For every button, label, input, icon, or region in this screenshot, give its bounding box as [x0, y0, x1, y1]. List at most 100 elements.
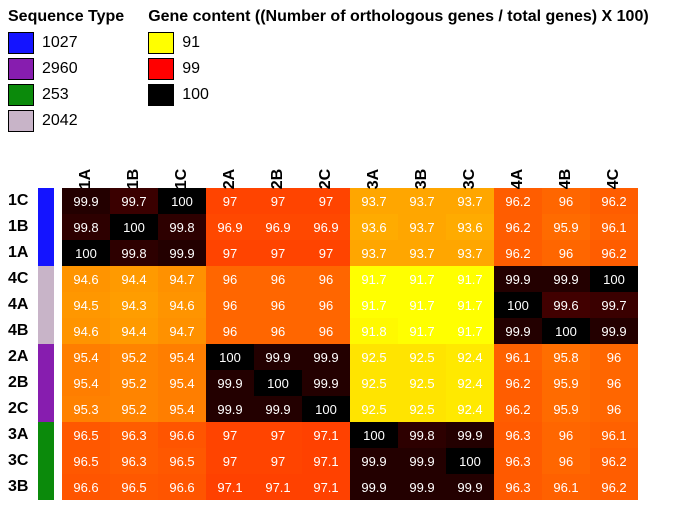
column-header: 2A: [206, 150, 254, 188]
heatmap-cell: 100: [494, 292, 542, 318]
heatmap-cell: 96.3: [494, 422, 542, 448]
heatmap-cell: 91.7: [398, 318, 446, 344]
row-label: 2A: [8, 348, 38, 366]
heatmap-cell: 99.6: [542, 292, 590, 318]
heatmap-cell: 99.9: [542, 266, 590, 292]
heatmap-cell: 100: [206, 344, 254, 370]
heatmap-cell: 100: [446, 448, 494, 474]
heatmap-cell: 99.9: [494, 318, 542, 344]
heatmap-cell: 100: [158, 188, 206, 214]
heatmap-cell: 94.4: [110, 318, 158, 344]
heatmap-cell: 99.9: [302, 344, 350, 370]
legend-swatch: [148, 84, 174, 106]
heatmap-cell: 97.1: [206, 474, 254, 500]
column-header: 3C: [446, 150, 494, 188]
heatmap-cell: 99.9: [446, 474, 494, 500]
heatmap-cell: 96: [590, 344, 638, 370]
heatmap-cell: 96.9: [254, 214, 302, 240]
heatmap-cell: 99.9: [302, 370, 350, 396]
row-label: 4C: [8, 270, 38, 288]
legend-swatch: [8, 110, 34, 132]
row-sequence-swatch: [38, 474, 54, 500]
row-label-area: 1B: [8, 214, 62, 240]
legend-label: 99: [182, 60, 200, 78]
heatmap-cell: 91.8: [350, 318, 398, 344]
heatmap-cell: 94.7: [158, 266, 206, 292]
heatmap-cell: 99.9: [62, 188, 110, 214]
heatmap-cell: 92.5: [398, 396, 446, 422]
column-header-label: 1A: [77, 169, 95, 189]
heatmap-cell: 96.5: [62, 448, 110, 474]
heatmap-cell: 99.9: [446, 422, 494, 448]
row-sequence-swatch: [38, 370, 54, 396]
row-label: 1B: [8, 218, 38, 236]
heatmap-cell: 100: [302, 396, 350, 422]
heatmap-cell: 95.3: [62, 396, 110, 422]
column-header-label: 3C: [461, 169, 479, 189]
row-label-area: 2B: [8, 370, 62, 396]
row-sequence-swatch: [38, 422, 54, 448]
heatmap-cell: 93.7: [398, 188, 446, 214]
heatmap-row: 4C94.694.494.796969691.791.791.799.999.9…: [62, 266, 677, 292]
heatmap-cell: 96.1: [542, 474, 590, 500]
heatmap-row: 3B96.696.596.697.197.197.199.999.999.996…: [62, 474, 677, 500]
row-label: 4B: [8, 322, 38, 340]
heatmap-cell: 96.3: [110, 448, 158, 474]
heatmap-row: 4A94.594.394.696969691.791.791.710099.69…: [62, 292, 677, 318]
heatmap-cell: 91.7: [446, 318, 494, 344]
heatmap-cell: 99.9: [350, 448, 398, 474]
heatmap-cell: 93.6: [350, 214, 398, 240]
column-header: 4A: [494, 150, 542, 188]
heatmap-cell: 96.2: [590, 240, 638, 266]
row-label-area: 2C: [8, 396, 62, 422]
heatmap-cell: 95.2: [110, 396, 158, 422]
heatmap-row: 4B94.694.494.796969691.891.791.799.91009…: [62, 318, 677, 344]
heatmap-row: 1C99.999.710097979793.793.793.796.29696.…: [62, 188, 677, 214]
heatmap-cell: 97: [254, 188, 302, 214]
heatmap-cell: 91.7: [446, 292, 494, 318]
heatmap-cell: 97: [254, 240, 302, 266]
heatmap-cell: 97.1: [302, 474, 350, 500]
column-header: 3B: [398, 150, 446, 188]
heatmap-cell: 96.5: [158, 448, 206, 474]
row-sequence-swatch: [38, 214, 54, 240]
sequence-type-legend: Sequence Type 102729602532042: [8, 8, 124, 136]
heatmap-cell: 93.7: [350, 188, 398, 214]
column-header: 4B: [542, 150, 590, 188]
row-label-area: 3C: [8, 448, 62, 474]
heatmap-cell: 96.3: [110, 422, 158, 448]
heatmap-cell: 99.8: [110, 240, 158, 266]
row-sequence-swatch: [38, 448, 54, 474]
heatmap-cell: 95.8: [542, 344, 590, 370]
heatmap-cell: 94.6: [158, 292, 206, 318]
heatmap-cell: 96: [542, 422, 590, 448]
heatmap-row: 1B99.810099.896.996.996.993.693.793.696.…: [62, 214, 677, 240]
heatmap-cell: 96.9: [302, 214, 350, 240]
heatmap-cell: 94.6: [62, 266, 110, 292]
heatmap-cell: 92.5: [398, 344, 446, 370]
heatmap-cell: 92.4: [446, 396, 494, 422]
heatmap-cell: 99.9: [398, 448, 446, 474]
heatmap-cell: 97: [206, 240, 254, 266]
column-header-label: 3B: [413, 169, 431, 189]
heatmap-cell: 96: [590, 370, 638, 396]
row-label-area: 4A: [8, 292, 62, 318]
legend-swatch: [8, 58, 34, 80]
heatmap-cell: 96: [302, 318, 350, 344]
heatmap-cell: 99.9: [254, 344, 302, 370]
legend-label: 91: [182, 34, 200, 52]
heatmap-cell: 95.2: [110, 344, 158, 370]
heatmap-row: 1A10099.899.997979793.793.793.796.29696.…: [62, 240, 677, 266]
legend-swatch: [148, 32, 174, 54]
heatmap-cell: 96.2: [494, 240, 542, 266]
column-header: 4C: [590, 150, 638, 188]
sequence-type-item: 2960: [8, 58, 124, 80]
heatmap: 1A1B1C2A2B2C3A3B3C4A4B4C 1C99.999.710097…: [8, 150, 677, 500]
row-label: 2C: [8, 400, 38, 418]
heatmap-cell: 100: [254, 370, 302, 396]
row-label: 3C: [8, 452, 38, 470]
gene-content-legend: Gene content ((Number of orthologous gen…: [148, 8, 649, 136]
heatmap-cell: 94.3: [110, 292, 158, 318]
heatmap-cell: 96.2: [494, 214, 542, 240]
heatmap-cell: 96: [542, 240, 590, 266]
